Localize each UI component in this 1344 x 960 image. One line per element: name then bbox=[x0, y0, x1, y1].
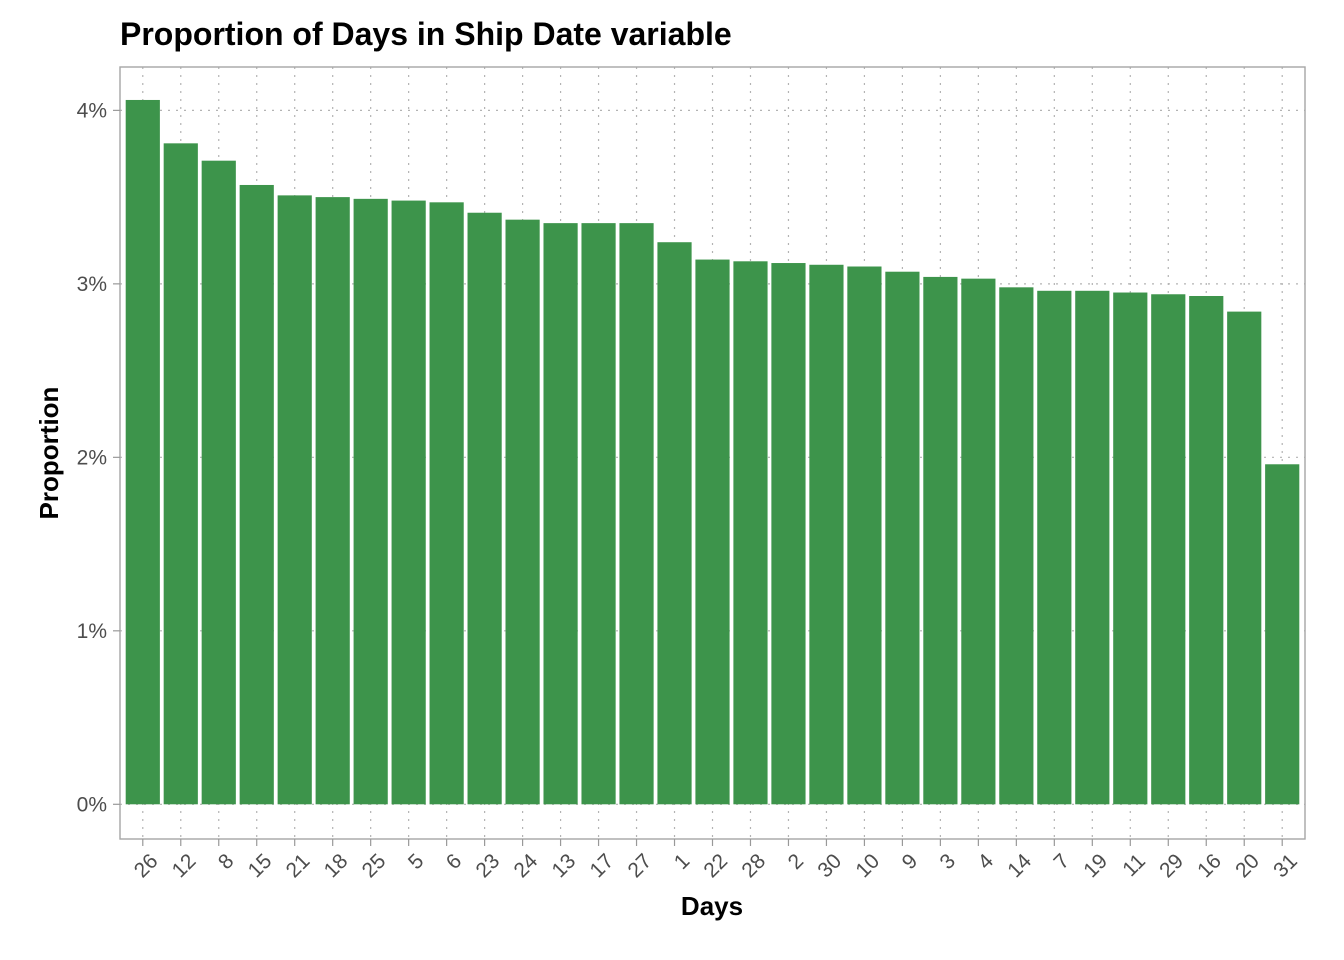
bar-day-22 bbox=[695, 259, 730, 805]
bar-day-3 bbox=[923, 276, 958, 805]
x-tick-label: 26 bbox=[130, 849, 163, 882]
bar-day-11 bbox=[1113, 292, 1148, 805]
x-tick-label: 6 bbox=[442, 849, 467, 874]
x-tick-label: 31 bbox=[1269, 849, 1302, 882]
x-tick-label: 19 bbox=[1079, 849, 1112, 882]
bar-day-27 bbox=[619, 223, 654, 805]
x-tick-label: 29 bbox=[1155, 849, 1188, 882]
x-tick-label: 17 bbox=[585, 849, 618, 882]
bar-day-19 bbox=[1075, 290, 1110, 805]
y-axis: 0% 1% 2% 3% 4% bbox=[77, 99, 120, 816]
bar-day-2 bbox=[771, 263, 806, 805]
bar-day-20 bbox=[1227, 311, 1262, 805]
x-tick-label: 23 bbox=[472, 849, 505, 882]
bar-day-15 bbox=[239, 184, 274, 805]
bar-day-10 bbox=[847, 266, 882, 805]
x-tick-label: 16 bbox=[1193, 849, 1226, 882]
bar-day-21 bbox=[277, 195, 312, 805]
x-tick-label: 9 bbox=[898, 849, 923, 874]
x-tick-label: 24 bbox=[510, 849, 543, 882]
bar-day-23 bbox=[467, 212, 502, 805]
bars bbox=[125, 99, 1300, 805]
y-axis-title: Proportion bbox=[34, 387, 64, 520]
x-tick-label: 3 bbox=[936, 849, 961, 874]
y-tick-label: 1% bbox=[77, 620, 107, 643]
bar-day-13 bbox=[543, 223, 578, 805]
bar-day-31 bbox=[1265, 464, 1300, 805]
x-tick-label: 8 bbox=[214, 849, 239, 874]
x-tick-label: 15 bbox=[244, 849, 277, 882]
bar-day-28 bbox=[733, 261, 768, 805]
x-tick-label: 27 bbox=[623, 849, 656, 882]
x-tick-label: 30 bbox=[813, 849, 846, 882]
x-tick-label: 5 bbox=[404, 849, 429, 874]
bar-day-24 bbox=[505, 219, 540, 805]
x-tick-label: 13 bbox=[548, 849, 581, 882]
bar-day-30 bbox=[809, 264, 844, 805]
bar-day-17 bbox=[581, 223, 616, 805]
x-tick-label: 22 bbox=[699, 849, 732, 882]
x-tick-label: 1 bbox=[670, 849, 695, 874]
bar-day-8 bbox=[201, 160, 236, 805]
x-tick-label: 4 bbox=[974, 849, 999, 874]
bar-day-18 bbox=[315, 197, 350, 805]
x-tick-label: 28 bbox=[737, 849, 770, 882]
bar-day-6 bbox=[429, 202, 464, 805]
x-tick-label: 11 bbox=[1118, 849, 1150, 881]
x-axis-title: Days bbox=[681, 891, 743, 921]
x-axis: 26 12 8 15 21 18 25 5 6 23 24 13 17 27 1 22 28 2 30 10 9 3 4 14… bbox=[130, 839, 1302, 882]
bar-day-5 bbox=[391, 200, 426, 805]
y-tick-label: 3% bbox=[77, 273, 107, 296]
bar-day-16 bbox=[1189, 295, 1224, 805]
chart-title: Proportion of Days in Ship Date variable bbox=[120, 16, 732, 52]
bar-day-9 bbox=[885, 271, 920, 805]
bar-day-12 bbox=[163, 143, 198, 805]
bar-day-14 bbox=[999, 287, 1034, 805]
x-tick-label: 21 bbox=[282, 849, 315, 882]
x-tick-label: 12 bbox=[168, 849, 201, 882]
x-tick-label: 7 bbox=[1050, 849, 1075, 874]
bar-day-26 bbox=[125, 99, 160, 805]
x-tick-label: 2 bbox=[784, 849, 809, 874]
x-tick-label: 18 bbox=[320, 849, 353, 882]
y-tick-label: 2% bbox=[77, 446, 107, 469]
x-tick-label: 25 bbox=[358, 849, 391, 882]
x-tick-label: 10 bbox=[851, 849, 884, 882]
bar-day-25 bbox=[353, 198, 388, 805]
x-tick-label: 20 bbox=[1231, 849, 1264, 882]
y-tick-label: 0% bbox=[77, 793, 107, 816]
bar-day-1 bbox=[657, 242, 692, 805]
x-tick-label: 14 bbox=[1003, 849, 1036, 882]
bar-day-7 bbox=[1037, 290, 1072, 805]
y-tick-label: 4% bbox=[77, 99, 107, 122]
bar-day-29 bbox=[1151, 294, 1186, 805]
bar-day-4 bbox=[961, 278, 996, 805]
